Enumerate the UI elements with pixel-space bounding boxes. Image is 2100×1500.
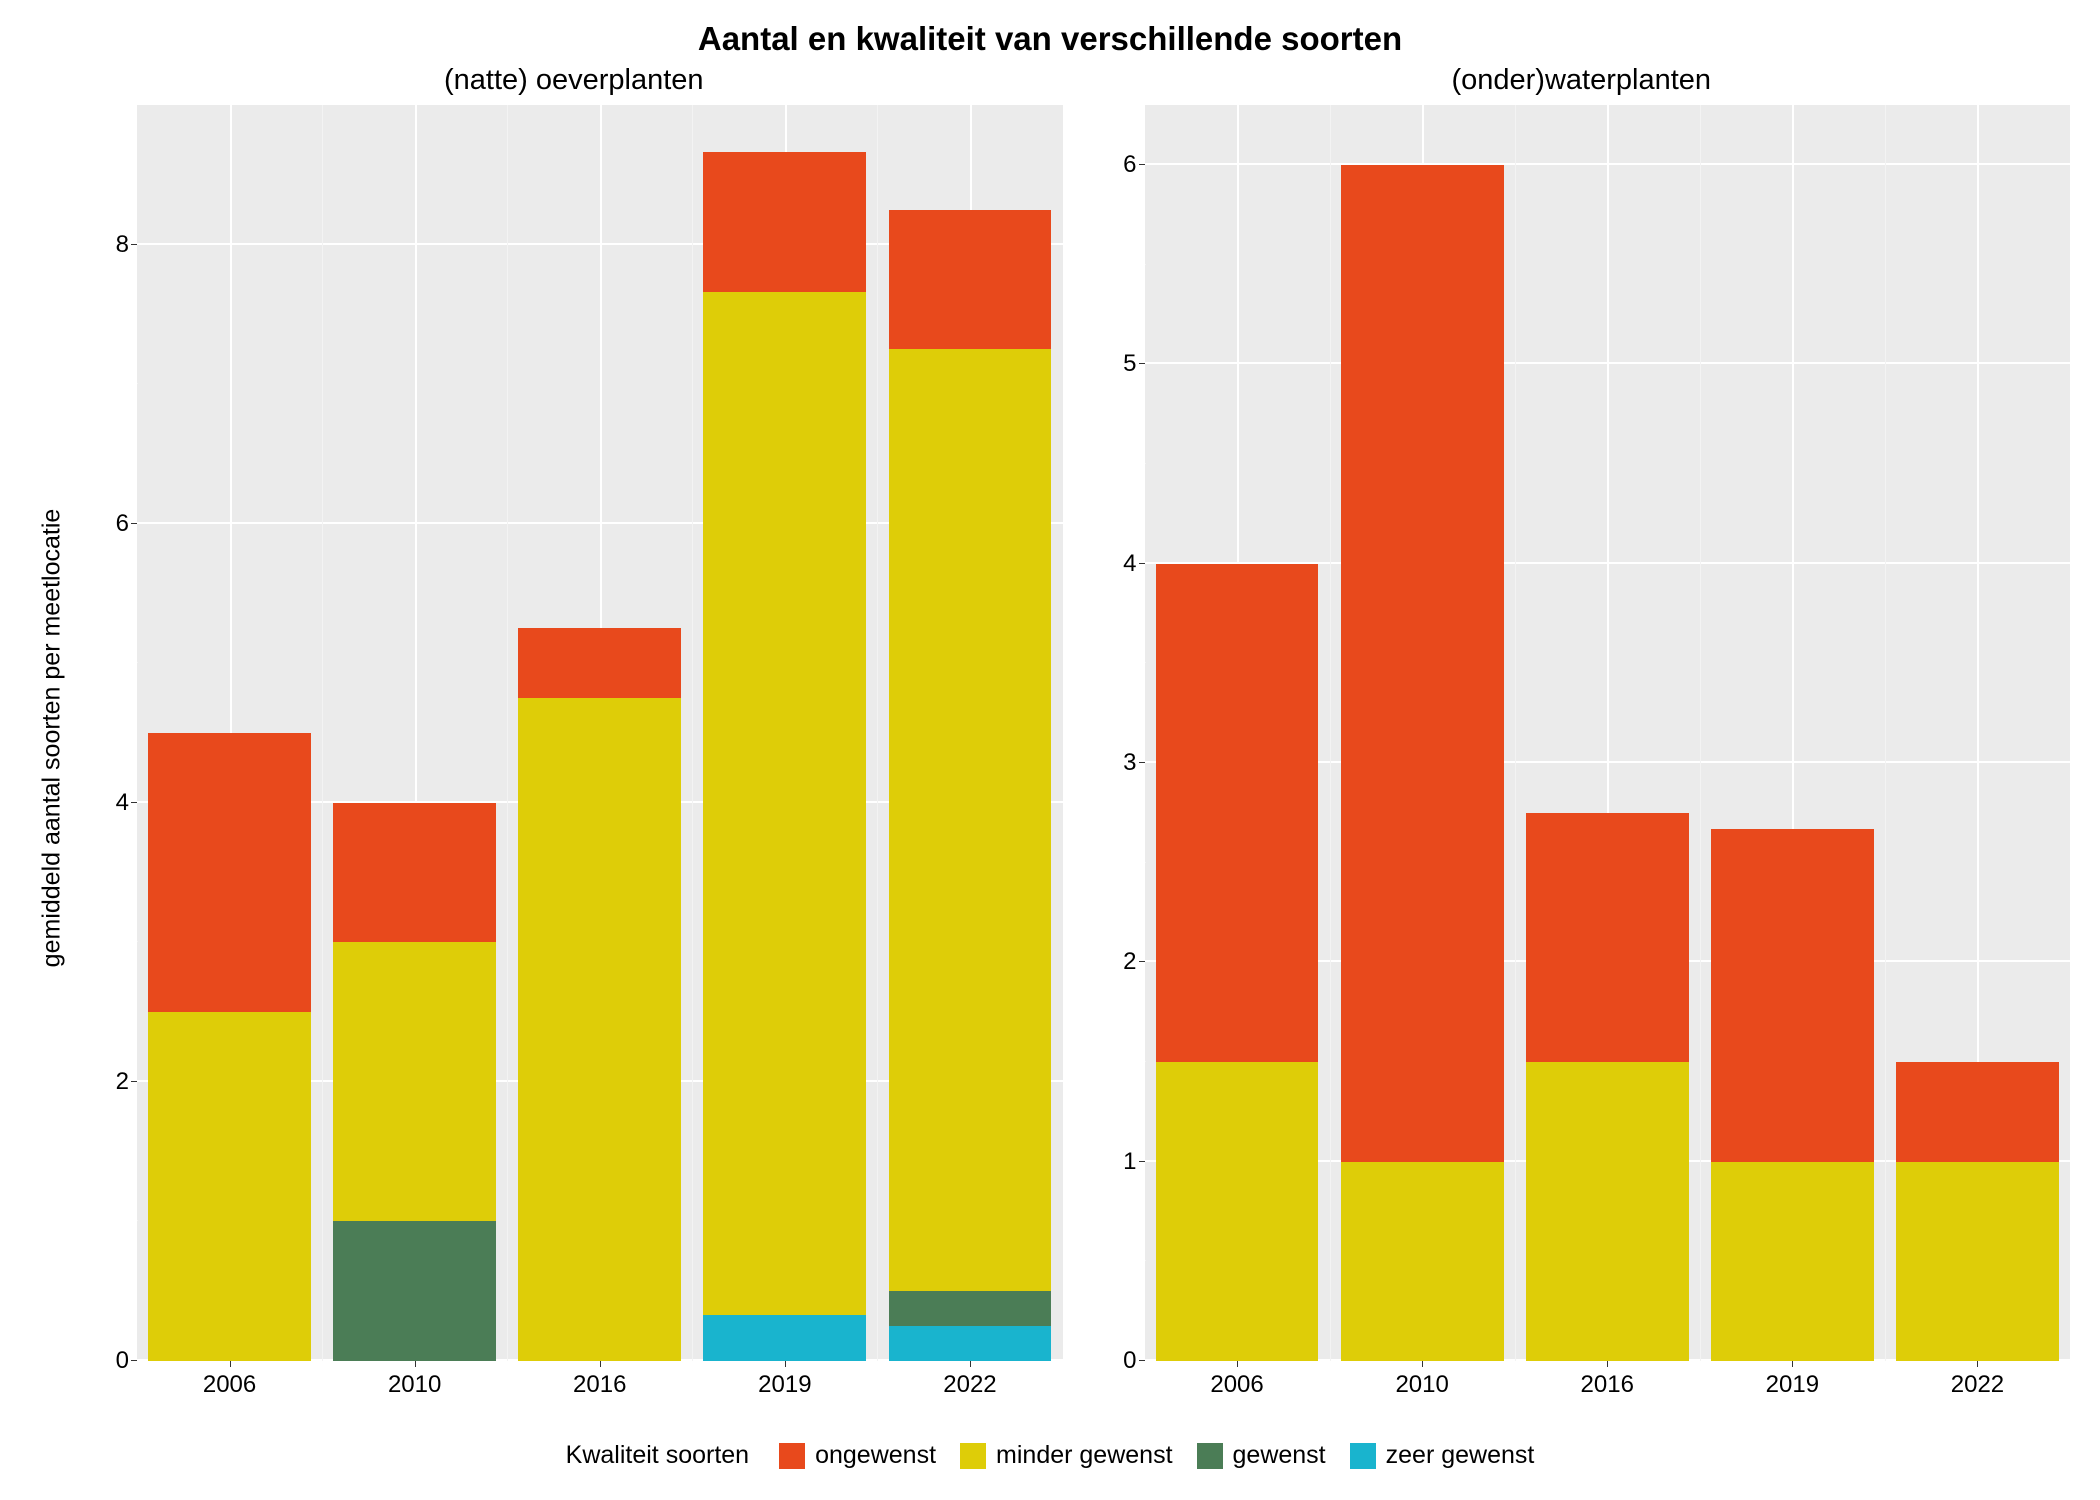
x-tick-label: 2010	[388, 1371, 441, 1399]
bar-segment-ongewenst	[1156, 564, 1319, 1062]
bar-segment-ongewenst	[1526, 813, 1689, 1062]
bar-segment-gewenst	[889, 1291, 1052, 1326]
x-tick-label: 2016	[573, 1371, 626, 1399]
bar	[148, 105, 311, 1361]
bar-segment-minder_gewenst	[333, 942, 496, 1221]
x-axis: 2006 2010 2016 2019 2022	[137, 1361, 1063, 1411]
legend-swatch	[1350, 1443, 1376, 1469]
bar-segment-ongewenst	[1341, 165, 1504, 1162]
bar	[889, 105, 1052, 1361]
bar-segment-minder_gewenst	[889, 349, 1052, 1291]
bar-segment-ongewenst	[333, 803, 496, 943]
legend-item-minder_gewenst: minder gewenst	[960, 1441, 1172, 1470]
y-axis: 0123456	[1093, 105, 1145, 1361]
bar-segment-minder_gewenst	[1156, 1062, 1319, 1361]
y-tick-label: 5	[1123, 350, 1136, 378]
bar	[703, 105, 866, 1361]
plot-wrap: 02468	[85, 105, 1063, 1361]
bar-segment-ongewenst	[703, 152, 866, 292]
legend-swatch	[960, 1443, 986, 1469]
y-tick-label: 8	[116, 231, 129, 259]
bar-segment-minder_gewenst	[1526, 1062, 1689, 1361]
legend-label: minder gewenst	[996, 1441, 1172, 1470]
bar	[1341, 105, 1504, 1361]
y-tick-label: 2	[116, 1068, 129, 1096]
x-tick-label: 2022	[1951, 1371, 2004, 1399]
legend-item-zeer_gewenst: zeer gewenst	[1350, 1441, 1535, 1470]
plot-area	[137, 105, 1063, 1361]
bar-segment-minder_gewenst	[1711, 1162, 1874, 1361]
bar-segment-ongewenst	[1711, 829, 1874, 1162]
y-tick-label: 0	[1123, 1347, 1136, 1375]
bar-segment-minder_gewenst	[518, 698, 681, 1361]
bar-segment-ongewenst	[889, 210, 1052, 350]
bar	[1526, 105, 1689, 1361]
y-tick-label: 3	[1123, 749, 1136, 777]
y-axis: 02468	[85, 105, 137, 1361]
bar	[1896, 105, 2059, 1361]
y-axis-label: gemiddeld aantal soorten per meetlocatie	[38, 508, 67, 967]
x-tick-label: 2022	[943, 1371, 996, 1399]
bar-segment-ongewenst	[518, 628, 681, 698]
legend-label: zeer gewenst	[1386, 1441, 1535, 1470]
plot-wrap: 0123456	[1093, 105, 2071, 1361]
legend-item-gewenst: gewenst	[1197, 1441, 1326, 1470]
panels-container: gemiddeld aantal soorten per meetlocatie…	[30, 64, 2070, 1411]
x-tick-label: 2019	[758, 1371, 811, 1399]
bar-segment-gewenst	[333, 1221, 496, 1361]
y-tick-label: 1	[1123, 1148, 1136, 1176]
bar-segment-minder_gewenst	[148, 1012, 311, 1361]
bar	[1711, 105, 1874, 1361]
y-tick-label: 2	[1123, 948, 1136, 976]
panel-0: (natte) oeverplanten 0 2 4 6 8 2006 2010 2016 201…	[85, 64, 1063, 1411]
legend-item-ongewenst: ongewenst	[779, 1441, 936, 1470]
bar-segment-minder_gewenst	[1341, 1162, 1504, 1361]
bar-segment-minder_gewenst	[703, 292, 866, 1315]
y-tick-label: 6	[116, 510, 129, 538]
bar-segment-minder_gewenst	[1896, 1162, 2059, 1361]
legend-label: gewenst	[1233, 1441, 1326, 1470]
bar	[518, 105, 681, 1361]
panel-1: (onder)waterplanten012345620062010201620…	[1093, 64, 2071, 1411]
bar-segment-ongewenst	[148, 733, 311, 1012]
legend: Kwaliteit soorten ongewenst minder gewens…	[30, 1441, 2070, 1470]
x-tick-label: 2016	[1581, 1371, 1634, 1399]
x-tick-label: 2006	[203, 1371, 256, 1399]
legend-swatch	[1197, 1443, 1223, 1469]
x-axis: 2006 2010 2016 2019 2022	[1145, 1361, 2071, 1411]
bar	[1156, 105, 1319, 1361]
x-tick-label: 2019	[1766, 1371, 1819, 1399]
y-tick-label: 4	[116, 789, 129, 817]
plot-area	[1145, 105, 2071, 1361]
panel-title: (natte) oeverplanten	[85, 64, 1063, 97]
y-tick-label: 0	[116, 1347, 129, 1375]
panel-title: (onder)waterplanten	[1093, 64, 2071, 97]
bars	[1145, 105, 2071, 1361]
bar-segment-zeer_gewenst	[703, 1315, 866, 1361]
bar	[333, 105, 496, 1361]
legend-title: Kwaliteit soorten	[566, 1441, 749, 1470]
x-tick-label: 2006	[1210, 1371, 1263, 1399]
y-tick-label: 6	[1123, 151, 1136, 179]
legend-label: ongewenst	[815, 1441, 936, 1470]
bars	[137, 105, 1063, 1361]
y-tick-label: 4	[1123, 550, 1136, 578]
x-tick-label: 2010	[1395, 1371, 1448, 1399]
chart-main-title: Aantal en kwaliteit van verschillende so…	[30, 20, 2070, 58]
bar-segment-ongewenst	[1896, 1062, 2059, 1162]
bar-segment-zeer_gewenst	[889, 1326, 1052, 1361]
legend-swatch	[779, 1443, 805, 1469]
